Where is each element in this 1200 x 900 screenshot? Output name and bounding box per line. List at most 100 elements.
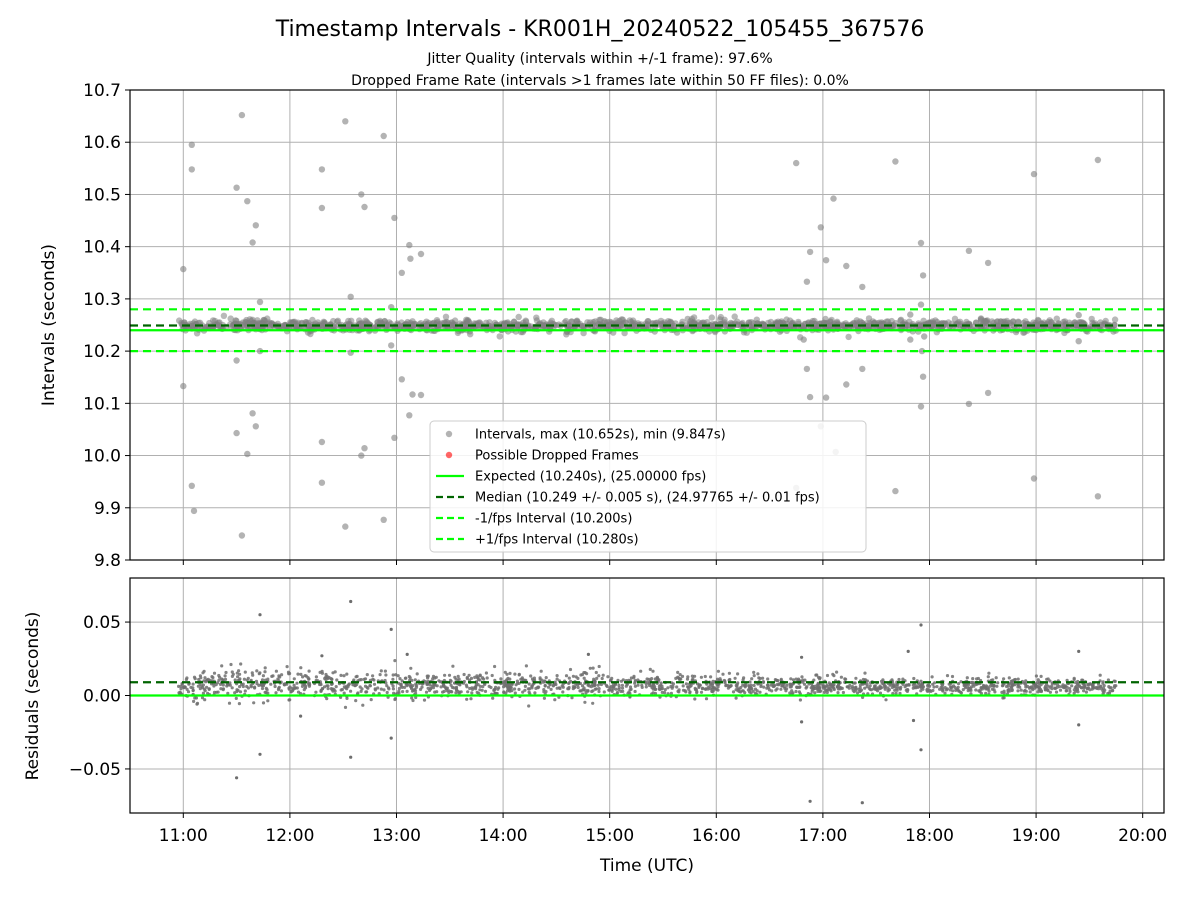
residual-point <box>339 695 343 700</box>
interval-outlier-point <box>830 195 837 202</box>
residual-point <box>352 678 356 682</box>
residual-point <box>863 671 867 675</box>
interval-outlier-point <box>843 262 850 270</box>
residual-point <box>969 685 974 689</box>
legend-label: Median (10.249 +/- 0.005 s), (24.97765 +… <box>475 491 820 506</box>
residual-point <box>1024 683 1028 687</box>
residual-point <box>202 679 206 683</box>
residual-point <box>779 687 783 691</box>
residual-point <box>236 675 240 679</box>
residual-point <box>576 685 580 690</box>
residual-point <box>192 699 196 704</box>
residual-point <box>354 699 358 703</box>
residual-point <box>216 690 220 694</box>
interval-point <box>745 319 753 326</box>
residuals-y-tick-label: 0.05 <box>83 613 121 633</box>
intervals-legend: Intervals, max (10.652s), min (9.847s) Po… <box>429 420 867 553</box>
residual-point <box>397 686 401 691</box>
residual-point <box>676 670 680 675</box>
residual-point <box>628 685 633 689</box>
residual-point <box>985 687 990 691</box>
residual-point <box>227 701 232 705</box>
residual-point <box>639 669 643 673</box>
residual-point <box>224 670 228 675</box>
residual-point <box>295 681 299 685</box>
interval-point <box>1111 316 1119 323</box>
residual-point <box>633 684 638 688</box>
residual-point <box>263 666 267 670</box>
interval-point <box>442 313 450 320</box>
residual-point <box>185 687 189 692</box>
intervals-y-axis-label: Intervals (seconds) <box>39 244 59 406</box>
interval-point <box>945 319 952 326</box>
residual-point <box>265 688 269 692</box>
residual-point <box>572 685 577 690</box>
residual-point <box>850 685 855 689</box>
residual-point <box>212 690 217 695</box>
residual-point <box>546 685 551 689</box>
residual-outlier-point <box>919 748 923 752</box>
interval-outlier-point <box>249 410 256 417</box>
residual-point <box>1037 688 1041 692</box>
residual-point <box>581 688 585 692</box>
interval-point <box>1001 318 1008 325</box>
residual-point <box>1046 688 1050 693</box>
residual-point <box>510 683 514 687</box>
residual-point <box>984 691 988 696</box>
interval-point <box>667 318 674 325</box>
interval-point <box>515 313 522 321</box>
residual-point <box>583 700 587 704</box>
residual-point <box>212 684 216 688</box>
residual-point <box>663 688 667 692</box>
residual-point <box>688 685 692 689</box>
residual-point <box>444 687 449 691</box>
residual-point <box>1053 686 1057 690</box>
residual-point <box>353 683 357 688</box>
residual-point <box>456 674 460 679</box>
residual-point <box>1039 689 1043 693</box>
residual-point <box>1007 676 1011 680</box>
residual-point <box>233 678 237 682</box>
interval-outlier-point <box>892 158 899 165</box>
residual-point <box>191 688 195 692</box>
residual-point <box>220 677 224 681</box>
residual-point <box>355 674 359 679</box>
residual-point <box>264 691 268 695</box>
interval-point <box>307 330 314 338</box>
interval-outlier-point <box>252 423 259 430</box>
residual-point <box>391 677 395 681</box>
residual-point <box>954 688 958 693</box>
interval-point <box>888 317 895 325</box>
residual-point <box>726 686 731 690</box>
interval-point <box>514 321 521 328</box>
x-tick-label: 14:00 <box>479 826 528 846</box>
residual-point <box>442 689 446 694</box>
residual-point <box>708 687 712 691</box>
residual-point <box>882 685 887 689</box>
residual-point <box>448 678 452 682</box>
residual-point <box>490 673 494 678</box>
residual-point <box>410 678 414 683</box>
residual-point <box>776 679 780 683</box>
residual-point <box>1091 685 1095 690</box>
residual-point <box>414 695 418 700</box>
residual-point <box>791 678 796 682</box>
residual-point <box>749 683 753 687</box>
interval-outlier-point <box>843 381 850 388</box>
residual-point <box>399 682 403 686</box>
residual-point <box>1037 685 1041 689</box>
residual-point <box>753 691 758 695</box>
residual-point <box>393 697 397 702</box>
residual-point <box>212 671 217 675</box>
residual-point <box>832 687 836 692</box>
residual-point <box>843 677 847 681</box>
residual-outlier-point <box>800 655 804 659</box>
residual-point <box>653 691 658 696</box>
interval-outlier-point <box>391 434 398 441</box>
residual-outlier-point <box>800 720 804 724</box>
interval-point <box>858 319 865 326</box>
interval-outlier-point <box>244 450 251 458</box>
residual-point <box>743 684 748 688</box>
interval-outlier-point <box>342 118 349 125</box>
residual-point <box>403 685 407 690</box>
